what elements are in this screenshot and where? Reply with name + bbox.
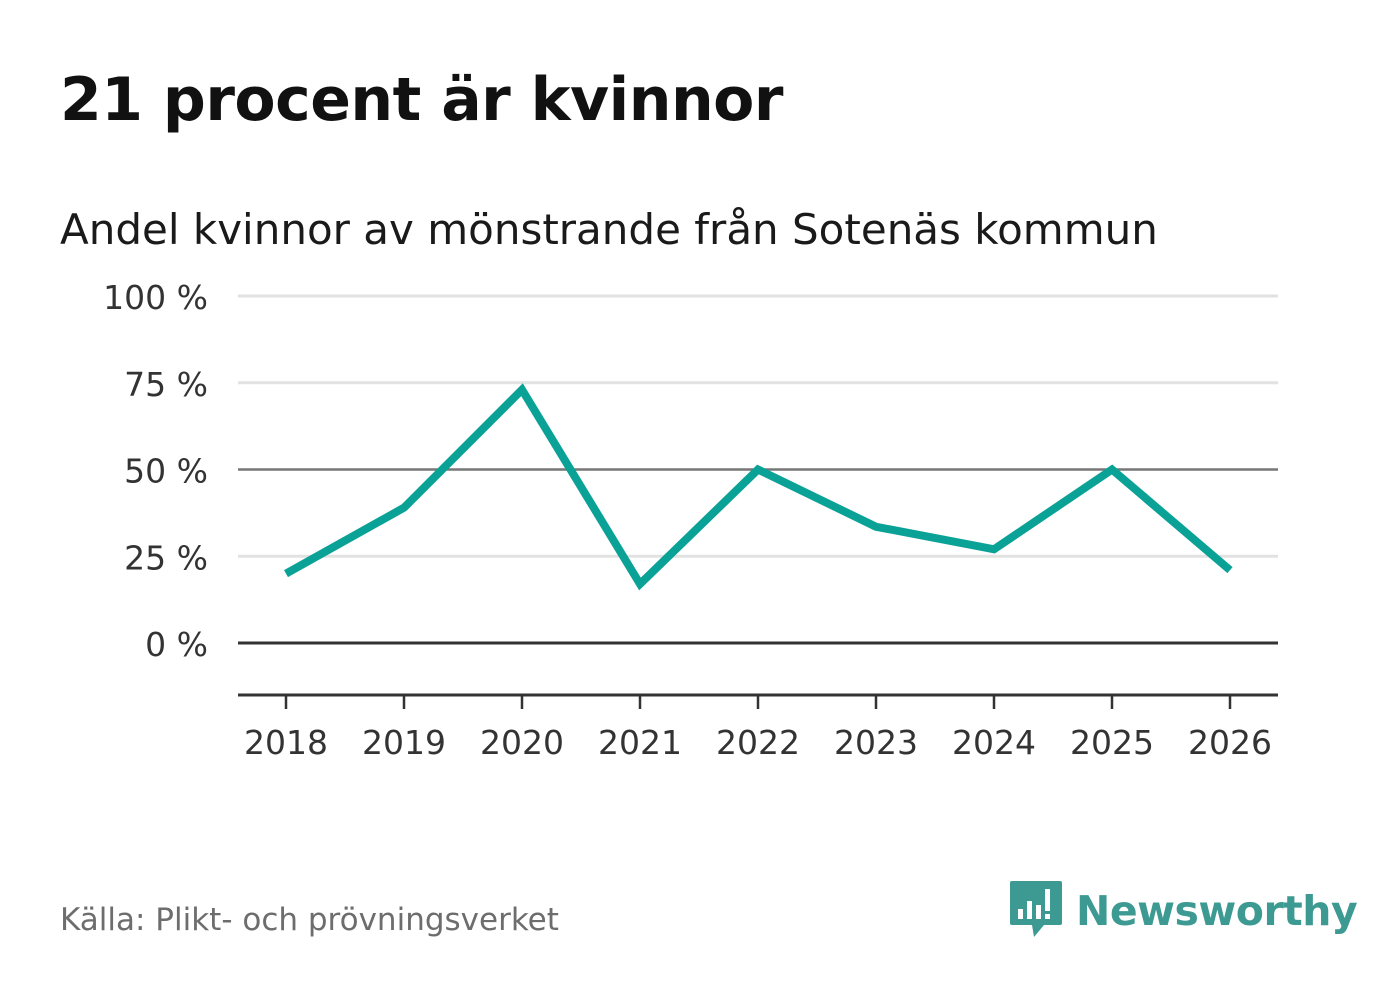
chart-title: 21 procent är kvinnor [60, 65, 783, 135]
data-point [872, 523, 880, 531]
data-point [754, 466, 762, 474]
data-point [1226, 566, 1234, 574]
x-tick-label: 2022 [716, 723, 800, 762]
series-line-0 [284, 383, 1233, 591]
y-tick-label: 100 % [103, 278, 208, 317]
x-tick-label: 2020 [480, 723, 564, 762]
x-tick-label: 2021 [598, 723, 682, 762]
y-tick-label: 25 % [124, 538, 208, 577]
data-point [990, 545, 998, 553]
y-tick-label: 50 % [124, 452, 208, 491]
x-tick-label: 2026 [1188, 723, 1272, 762]
newsworthy-logo-icon [1010, 881, 1062, 937]
data-point [400, 504, 408, 512]
brand-name: Newsworthy [1076, 887, 1358, 935]
x-tick-label: 2025 [1070, 723, 1154, 762]
source-note: Källa: Plikt- och prövningsverket [60, 902, 559, 938]
data-point [1108, 466, 1116, 474]
x-tick-label: 2023 [834, 723, 918, 762]
data-point [282, 570, 290, 578]
x-tick-label: 2019 [362, 723, 446, 762]
chart-subtitle: Andel kvinnor av mönstrande från Sotenäs… [60, 205, 1158, 254]
y-tick-label: 75 % [124, 365, 208, 404]
data-point [636, 580, 644, 588]
x-tick-label: 2018 [244, 723, 328, 762]
y-tick-label: 0 % [145, 625, 208, 664]
brand: Newsworthy [1008, 876, 1358, 946]
data-point [518, 386, 526, 394]
x-tick-label: 2024 [952, 723, 1036, 762]
